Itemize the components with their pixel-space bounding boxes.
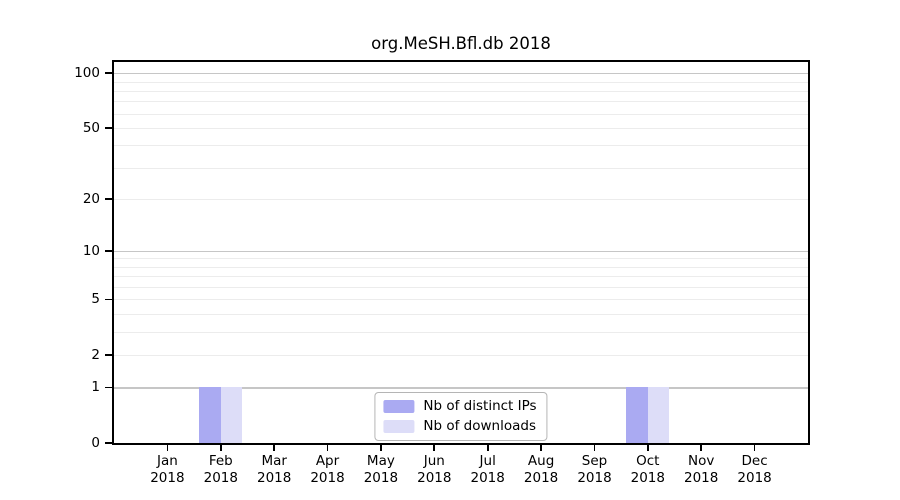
x-tick-mark: [166, 445, 169, 451]
gridline-minor: [114, 314, 808, 315]
gridline-minor: [114, 145, 808, 147]
x-tick-mark: [753, 445, 756, 451]
legend-item-downloads: Nb of downloads: [383, 418, 536, 434]
gridline-minor: [114, 331, 808, 333]
x-tick-label-jul: Jul 2018: [470, 453, 505, 486]
legend: Nb of distinct IPs Nb of downloads: [374, 392, 548, 441]
x-tick-label-nov: Nov 2018: [684, 453, 719, 486]
chart-title: org.MeSH.Bfl.db 2018: [371, 34, 551, 53]
gridline-minor: [114, 299, 808, 301]
y-tick-label: 1: [91, 379, 100, 396]
gridline-major: [114, 73, 808, 75]
gridline-minor: [114, 199, 808, 200]
legend-item-distinct-ips: Nb of distinct IPs: [383, 398, 537, 414]
legend-swatch-distinct-ips-icon: [383, 399, 415, 413]
y-tick-label: 100: [74, 65, 100, 82]
y-tick-mark: [105, 442, 112, 444]
legend-swatch-downloads-icon: [383, 419, 415, 433]
x-tick-label-apr: Apr 2018: [310, 453, 345, 486]
x-tick-label-mar: Mar 2018: [257, 453, 292, 486]
y-tick-mark: [105, 386, 112, 389]
x-tick-label-aug: Aug 2018: [523, 453, 559, 486]
legend-label-distinct-ips: Nb of distinct IPs: [423, 398, 537, 414]
y-tick-label: 20: [82, 191, 100, 207]
x-tick-mark: [326, 445, 329, 451]
y-tick-label: 50: [82, 119, 100, 136]
x-tick-mark: [219, 445, 222, 451]
bar-downloads: [647, 387, 670, 443]
x-tick-mark: [433, 445, 436, 451]
gridline-minor: [114, 266, 808, 268]
x-tick-mark: [273, 445, 276, 451]
x-tick-mark: [593, 445, 596, 451]
x-tick-label-dec: Dec 2018: [737, 453, 772, 486]
gridline-minor: [114, 167, 808, 169]
legend-label-downloads: Nb of downloads: [423, 418, 536, 434]
gridline-minor: [114, 90, 808, 92]
gridline-minor: [114, 276, 808, 278]
x-tick-mark: [540, 445, 542, 451]
y-tick-mark: [105, 127, 112, 129]
y-tick-mark: [105, 72, 112, 74]
gridline-minor: [114, 101, 808, 103]
x-tick-label-sep: Sep 2018: [577, 453, 612, 486]
y-tick-mark: [105, 354, 112, 356]
x-tick-label-may: May 2018: [363, 453, 399, 486]
gridline-minor: [114, 287, 808, 288]
x-tick-label-jan: Jan 2018: [150, 453, 185, 486]
y-tick-mark: [105, 198, 112, 200]
y-tick-mark: [105, 249, 112, 252]
bar-distinct-ips: [626, 387, 648, 443]
y-tick-mark: [105, 298, 112, 301]
gridline-minor: [114, 354, 808, 356]
gridline-minor: [114, 258, 808, 260]
y-tick-label: 0: [91, 435, 100, 451]
bar-distinct-ips: [199, 387, 221, 443]
y-tick-label: 2: [91, 346, 100, 363]
x-tick-mark: [380, 445, 382, 451]
x-tick-label-jun: Jun 2018: [417, 453, 452, 486]
gridline-minor: [114, 113, 808, 115]
gridline-minor: [114, 127, 808, 129]
y-tick-label: 5: [91, 291, 100, 308]
x-tick-label-feb: Feb 2018: [203, 453, 238, 486]
plot-area: [112, 60, 810, 445]
x-tick-mark: [700, 445, 703, 451]
x-tick-label-oct: Oct 2018: [630, 453, 665, 486]
x-tick-mark: [646, 445, 649, 451]
y-tick-label: 10: [82, 242, 100, 259]
gridline-major: [114, 250, 808, 253]
gridline-minor: [114, 81, 808, 83]
x-tick-mark: [486, 445, 489, 451]
bar-downloads: [220, 387, 243, 443]
gridline-major: [114, 387, 808, 389]
